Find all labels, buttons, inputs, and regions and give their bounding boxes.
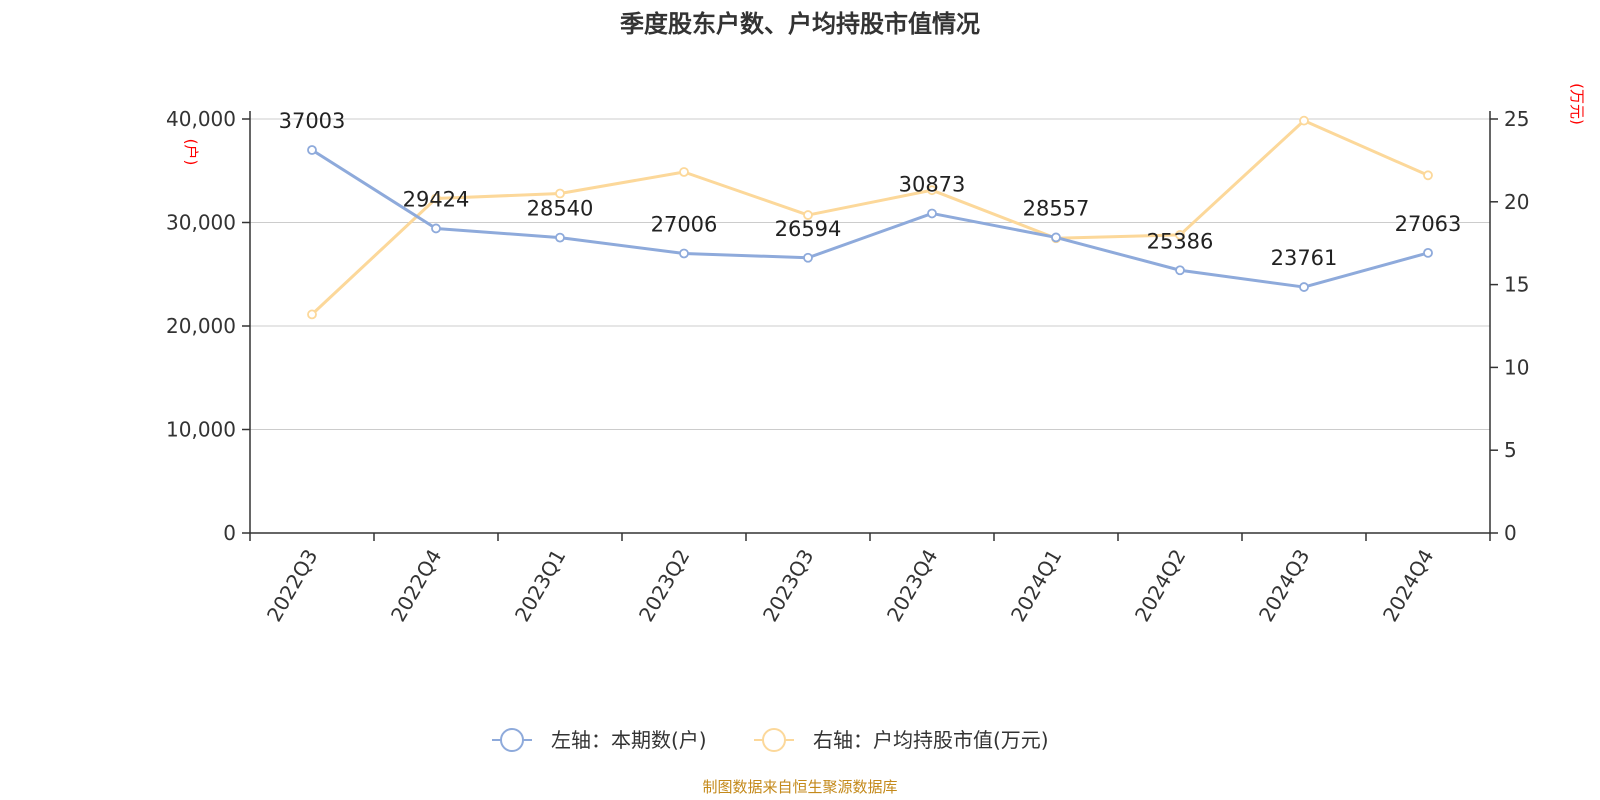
left-tick-label-3: 30,000	[166, 211, 236, 235]
series-0-point-6	[1051, 232, 1061, 243]
right-tick-label-0: 0	[1504, 521, 1517, 545]
x-tick-label-9: 2024Q4	[1378, 545, 1438, 626]
series-1-point-5	[927, 185, 937, 196]
x-tick-label-0: 2022Q3	[262, 545, 322, 626]
series-1-point-9	[1423, 170, 1433, 181]
chart-title: 季度股东户数、户均持股市值情况	[620, 10, 980, 38]
series-0-point-2	[555, 232, 565, 243]
left-tick-label-2: 20,000	[166, 314, 236, 338]
series-line-1	[310, 119, 1429, 316]
data-label-9: 27063	[1395, 212, 1462, 236]
x-tick-label-6: 2024Q1	[1006, 545, 1066, 626]
data-labels: 37003 29424 28540 27006 26594 30873 28557 25386…	[279, 109, 1462, 270]
left-tick-label-0: 0	[223, 521, 236, 545]
legend-marker-households	[500, 728, 524, 752]
series-1-point-0	[307, 309, 317, 320]
data-label-6: 28557	[1023, 196, 1090, 220]
series	[307, 115, 1433, 320]
data-label-0: 37003	[279, 109, 346, 133]
series-0-point-1	[431, 223, 441, 234]
x-tick-label-3: 2023Q2	[634, 545, 694, 626]
data-label-2: 28540	[527, 197, 594, 221]
data-label-4: 26594	[775, 217, 842, 241]
x-tick-label-2: 2023Q1	[510, 545, 570, 626]
right-tick-label-5: 25	[1504, 107, 1529, 131]
series-0-point-0	[307, 145, 317, 155]
series-0-point-4	[803, 252, 813, 263]
series-0-point-8	[1299, 282, 1309, 292]
series-line-0	[311, 148, 1429, 289]
series-0-point-7	[1175, 265, 1185, 276]
data-label-5: 30873	[899, 172, 966, 196]
axes: 0 10,000 20,000 30,000 40,000 0 5 10 15 20 25 2022Q…	[166, 107, 1529, 626]
left-axis-unit: (户)	[182, 139, 200, 166]
right-tick-label-2: 10	[1504, 355, 1529, 379]
legend-label-households: 左轴：本期数(户)	[551, 728, 707, 752]
left-tick-label-1: 10,000	[166, 418, 236, 442]
legend-label-market-value: 右轴：户均持股市值(万元)	[813, 728, 1049, 752]
left-tick-label-4: 40,000	[166, 107, 236, 131]
series-1-point-7	[1175, 230, 1185, 240]
data-label-1: 29424	[403, 187, 470, 211]
series-1-point-4	[803, 210, 813, 220]
x-tick-label-5: 2023Q4	[882, 545, 942, 626]
series-1-point-3	[679, 167, 689, 177]
right-tick-label-3: 15	[1504, 273, 1529, 297]
series-0-point-5	[927, 208, 937, 219]
grid	[250, 118, 1490, 430]
legend-item-households[interactable]: 左轴：本期数(户)	[492, 728, 707, 752]
data-label-8: 23761	[1271, 246, 1338, 270]
x-tick-label-4: 2023Q3	[758, 545, 818, 626]
right-tick-label-4: 20	[1504, 190, 1529, 214]
right-tick-label-1: 5	[1504, 438, 1517, 462]
x-tick-label-8: 2024Q3	[1254, 545, 1314, 626]
legend-marker-market-value	[762, 728, 786, 752]
data-label-7: 25386	[1147, 229, 1214, 253]
series-1-point-1	[431, 193, 441, 204]
legend: 左轴：本期数(户) 右轴：户均持股市值(万元)	[492, 728, 1049, 752]
series-0-point-9	[1423, 247, 1433, 258]
series-1-point-8	[1299, 115, 1309, 126]
source-note: 制图数据来自恒生聚源数据库	[702, 778, 897, 796]
right-axis-unit: (万元)	[1568, 83, 1586, 125]
legend-item-market-value[interactable]: 右轴：户均持股市值(万元)	[754, 728, 1049, 752]
series-1-point-2	[555, 188, 565, 199]
series-0-point-3	[679, 248, 689, 259]
x-tick-label-1: 2022Q4	[386, 545, 446, 626]
data-label-3: 27006	[651, 212, 718, 236]
x-tick-label-7: 2024Q2	[1130, 545, 1190, 626]
